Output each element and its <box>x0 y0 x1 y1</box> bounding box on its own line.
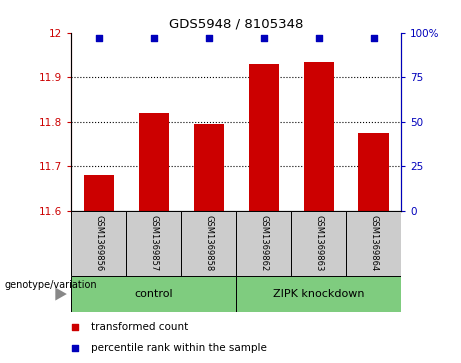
Point <box>370 35 377 41</box>
Point <box>71 346 78 351</box>
Text: GSM1369857: GSM1369857 <box>149 215 159 271</box>
Point <box>71 324 78 330</box>
Bar <box>181 211 236 276</box>
Text: control: control <box>135 289 173 299</box>
Bar <box>303 62 334 211</box>
Text: percentile rank within the sample: percentile rank within the sample <box>91 343 267 354</box>
Bar <box>236 211 291 276</box>
Text: transformed count: transformed count <box>91 322 189 332</box>
Polygon shape <box>55 287 67 301</box>
Title: GDS5948 / 8105348: GDS5948 / 8105348 <box>169 17 303 30</box>
Bar <box>359 133 389 211</box>
Text: GSM1369864: GSM1369864 <box>369 215 378 271</box>
Text: ZIPK knockdown: ZIPK knockdown <box>273 289 364 299</box>
Text: GSM1369858: GSM1369858 <box>204 215 213 271</box>
Bar <box>71 276 236 312</box>
Point <box>315 35 322 41</box>
Bar <box>126 211 181 276</box>
Bar <box>248 64 279 211</box>
Point <box>95 35 103 41</box>
Point <box>260 35 267 41</box>
Bar <box>346 211 401 276</box>
Text: GSM1369863: GSM1369863 <box>314 215 323 272</box>
Text: GSM1369856: GSM1369856 <box>95 215 103 271</box>
Bar <box>84 175 114 211</box>
Text: genotype/variation: genotype/variation <box>5 280 97 290</box>
Point <box>150 35 158 41</box>
Point <box>205 35 213 41</box>
Bar <box>291 211 346 276</box>
Text: GSM1369862: GSM1369862 <box>259 215 268 271</box>
Bar <box>139 113 169 211</box>
Bar <box>194 124 224 211</box>
Bar <box>236 276 401 312</box>
Bar <box>71 211 126 276</box>
